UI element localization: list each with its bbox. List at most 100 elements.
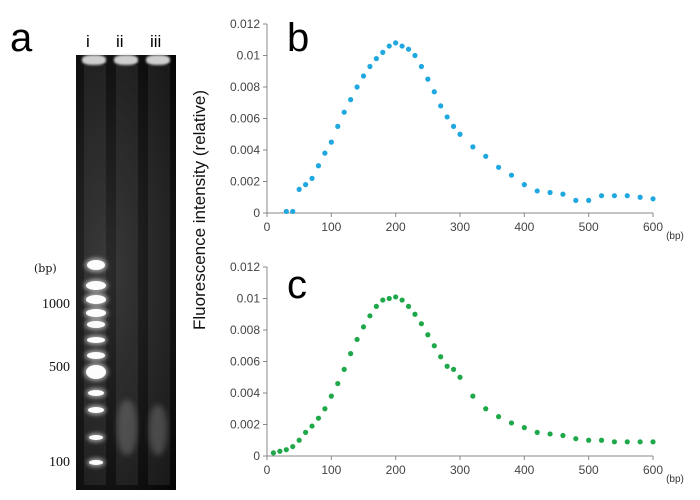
- data-point: [560, 432, 566, 439]
- size-marker-500: 500: [49, 360, 70, 375]
- x-tick-label: 100: [321, 220, 341, 234]
- data-point: [534, 188, 540, 194]
- data-point: [534, 429, 540, 435]
- y-tick-label: 0.006: [230, 355, 260, 369]
- gel-lane-iii: [148, 65, 170, 485]
- x-tick-label: 500: [579, 463, 599, 477]
- data-point: [650, 196, 656, 202]
- ladder-band: [89, 435, 103, 440]
- smear-lane-ii: [117, 400, 137, 455]
- y-tick-label: 0.006: [230, 112, 260, 126]
- x-tick-label: 0: [264, 220, 271, 234]
- y-tick-label: 0.004: [230, 143, 260, 157]
- ladder-band: [87, 260, 105, 270]
- ladder-band: [86, 309, 106, 317]
- data-point: [508, 420, 515, 426]
- data-point: [457, 374, 463, 380]
- data-point: [405, 303, 412, 309]
- data-point: [431, 343, 437, 349]
- data-point: [438, 354, 444, 360]
- data-point: [277, 448, 283, 454]
- data-point: [380, 49, 386, 55]
- y-tick-label: 0.01: [237, 49, 261, 63]
- y-tick-label: 0: [253, 449, 260, 463]
- chart-c-points: [270, 294, 656, 456]
- y-tick-label: 0.002: [230, 418, 260, 432]
- data-point: [399, 43, 405, 49]
- x-tick-label: 600: [643, 220, 663, 234]
- data-point: [360, 73, 367, 79]
- data-point: [483, 153, 489, 159]
- data-point: [521, 425, 527, 431]
- y-tick-label: 0.012: [230, 17, 260, 31]
- gel-well-iii: [146, 55, 170, 65]
- panel-letter-a: a: [10, 16, 33, 60]
- data-point: [341, 366, 347, 372]
- data-point: [444, 363, 450, 369]
- x-axis-unit-label: (bp): [666, 231, 684, 242]
- size-marker-1000: 1000: [42, 297, 70, 312]
- data-point: [496, 164, 502, 170]
- data-point: [425, 76, 431, 82]
- data-point: [393, 40, 399, 46]
- chart-b-axes: 0 0.002 0.004 0.006 0.008 0.01 0.012 0 100 200 300…: [230, 17, 684, 242]
- chart-c-axes: 0 0.002 0.004 0.006 0.008 0.01 0.012 0 100 200 300…: [230, 260, 684, 485]
- data-point: [547, 189, 553, 196]
- data-point: [303, 182, 309, 188]
- data-point: [418, 63, 424, 70]
- data-point: [386, 295, 392, 302]
- ladder-band: [88, 407, 104, 413]
- data-point: [444, 114, 450, 120]
- data-point: [283, 208, 289, 215]
- data-point: [335, 123, 341, 129]
- ladder-band: [88, 390, 104, 396]
- data-point: [418, 321, 424, 327]
- data-point: [496, 414, 502, 420]
- gel-bp-unit: (bp): [34, 262, 57, 275]
- data-point: [650, 439, 656, 445]
- size-marker-100: 100: [49, 455, 70, 470]
- chart-b: 0 0.002 0.004 0.006 0.008 0.01 0.012 0 100 200 300…: [230, 17, 684, 242]
- gel-well-i: [82, 55, 106, 65]
- y-tick-label: 0.008: [230, 323, 260, 337]
- data-point: [322, 406, 328, 412]
- data-point: [296, 437, 302, 443]
- ladder-band: [86, 295, 106, 304]
- data-point: [438, 103, 444, 109]
- data-point: [573, 197, 579, 203]
- data-point: [405, 46, 412, 52]
- data-point: [341, 109, 347, 115]
- data-point: [483, 406, 489, 412]
- data-point: [309, 175, 315, 181]
- lane-label-ii: ii: [116, 32, 124, 51]
- ladder-band: [89, 460, 103, 465]
- x-tick-label: 0: [264, 463, 271, 477]
- data-point: [470, 144, 476, 150]
- data-point: [457, 131, 463, 137]
- data-point: [335, 380, 341, 387]
- gel-lane-ii: [116, 65, 138, 485]
- data-point: [373, 56, 379, 62]
- panel-letter-b: b: [287, 16, 310, 60]
- ladder-band: [86, 281, 106, 290]
- data-point: [386, 43, 392, 49]
- data-point: [303, 429, 309, 435]
- x-tick-label: 300: [450, 220, 470, 234]
- data-point: [431, 89, 437, 95]
- y-tick-label: 0: [253, 206, 260, 220]
- data-point: [290, 443, 296, 450]
- chart-c: 0 0.002 0.004 0.006 0.008 0.01 0.012 0 100 200 300…: [230, 260, 684, 485]
- data-point: [328, 393, 334, 399]
- x-tick-label: 100: [321, 463, 341, 477]
- data-point: [322, 150, 328, 156]
- data-point: [393, 294, 399, 300]
- data-point: [315, 415, 322, 421]
- lane-label-iii: iii: [150, 32, 162, 51]
- data-point: [283, 447, 289, 453]
- data-point: [450, 123, 457, 129]
- ladder-band: [87, 352, 105, 359]
- gel-image: [76, 55, 176, 490]
- data-point: [290, 208, 296, 215]
- data-point: [624, 439, 630, 445]
- data-point: [360, 324, 367, 330]
